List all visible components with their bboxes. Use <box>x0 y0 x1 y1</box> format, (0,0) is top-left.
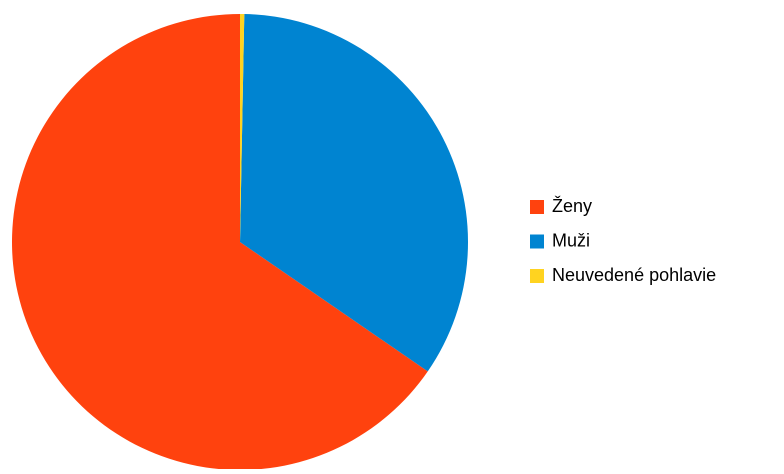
legend-swatch <box>530 234 544 249</box>
legend-label: Ženy <box>552 196 592 216</box>
pie-slice <box>240 14 469 372</box>
legend-swatch <box>530 269 544 283</box>
legend-swatch <box>530 200 544 214</box>
pie-slice <box>12 14 428 470</box>
legend-label: Muži <box>552 230 590 250</box>
pie-slice <box>240 14 245 242</box>
legend-label: Neuvedené pohlavie <box>552 265 716 285</box>
